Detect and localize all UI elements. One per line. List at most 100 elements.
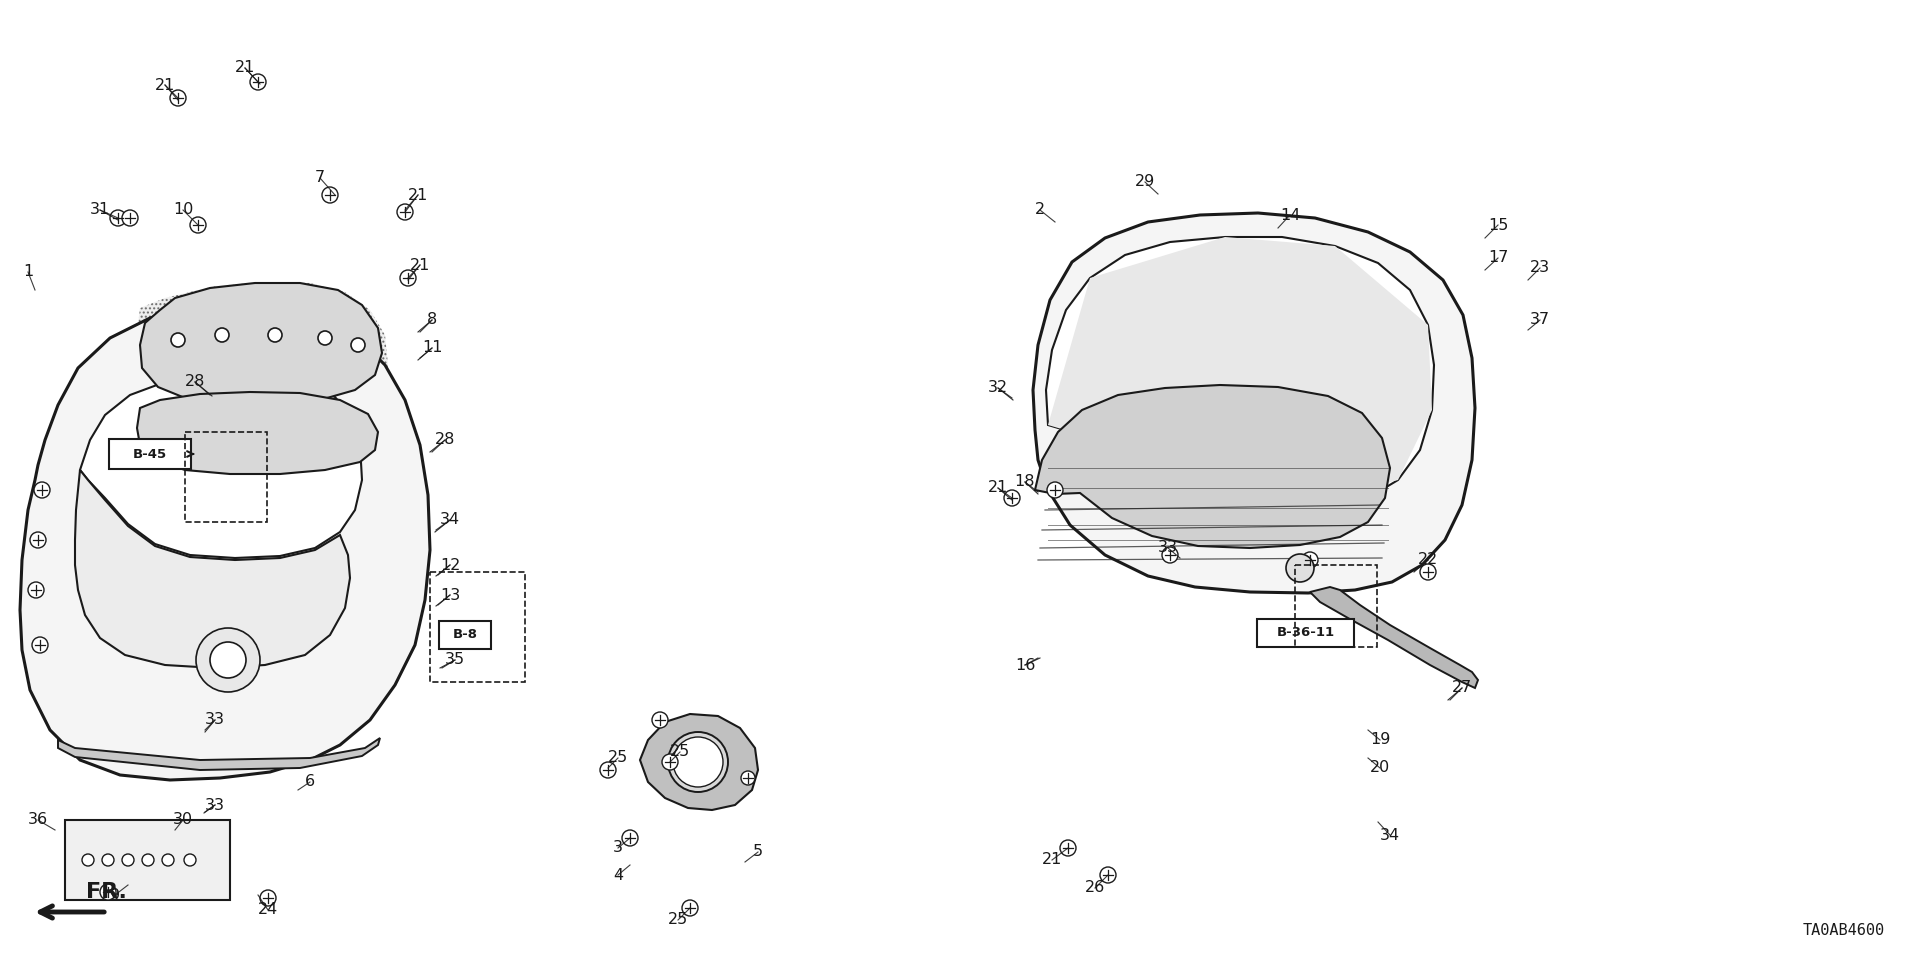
Circle shape [399, 270, 417, 286]
Circle shape [1004, 490, 1020, 506]
Text: 4: 4 [612, 868, 624, 882]
Text: 23: 23 [1530, 261, 1549, 275]
Polygon shape [639, 714, 758, 810]
Circle shape [674, 737, 724, 787]
Circle shape [161, 854, 175, 866]
Circle shape [269, 328, 282, 342]
Text: 21: 21 [409, 258, 430, 272]
Text: 33: 33 [205, 713, 225, 728]
Circle shape [29, 582, 44, 598]
Text: B-8: B-8 [453, 628, 478, 642]
Text: 34: 34 [1380, 828, 1400, 843]
Text: TA0AB4600: TA0AB4600 [1803, 923, 1885, 938]
Text: B-45: B-45 [132, 448, 167, 460]
Text: 14: 14 [1281, 207, 1300, 222]
Circle shape [123, 210, 138, 226]
Text: 10: 10 [173, 202, 194, 218]
Circle shape [196, 628, 259, 692]
Circle shape [190, 217, 205, 233]
Circle shape [1421, 564, 1436, 580]
Circle shape [653, 712, 668, 728]
Text: 11: 11 [422, 340, 442, 356]
Circle shape [215, 328, 228, 342]
Polygon shape [75, 470, 349, 668]
Text: 13: 13 [440, 588, 461, 602]
Text: 36: 36 [29, 812, 48, 828]
Text: 17: 17 [1488, 250, 1509, 266]
Text: 32: 32 [989, 381, 1008, 395]
Circle shape [33, 637, 48, 653]
Polygon shape [1033, 213, 1475, 593]
Text: 30: 30 [173, 812, 194, 828]
Circle shape [599, 762, 616, 778]
Text: 24: 24 [257, 902, 278, 918]
Circle shape [622, 830, 637, 846]
FancyBboxPatch shape [109, 439, 190, 469]
Text: 9: 9 [109, 887, 121, 902]
Circle shape [319, 331, 332, 345]
Text: 34: 34 [440, 512, 461, 527]
Text: 25: 25 [670, 744, 689, 760]
Circle shape [323, 187, 338, 203]
Circle shape [397, 204, 413, 220]
Text: 19: 19 [1369, 733, 1390, 747]
Circle shape [184, 854, 196, 866]
Circle shape [668, 732, 728, 792]
Text: B-36-11: B-36-11 [1277, 626, 1334, 640]
FancyBboxPatch shape [440, 621, 492, 649]
Circle shape [209, 642, 246, 678]
Polygon shape [1046, 237, 1434, 510]
Text: 21: 21 [234, 60, 255, 76]
Circle shape [1046, 482, 1064, 498]
Circle shape [682, 900, 699, 916]
Text: 16: 16 [1016, 658, 1035, 672]
Text: 31: 31 [90, 202, 109, 218]
Circle shape [35, 482, 50, 498]
Circle shape [100, 884, 115, 900]
Polygon shape [1309, 587, 1478, 688]
Text: 21: 21 [156, 78, 175, 92]
FancyBboxPatch shape [1258, 619, 1354, 647]
Text: 15: 15 [1488, 218, 1509, 232]
Polygon shape [1048, 237, 1432, 510]
Text: 21: 21 [987, 480, 1008, 496]
Circle shape [83, 854, 94, 866]
Text: FR.: FR. [86, 882, 127, 902]
Text: 21: 21 [1043, 853, 1062, 868]
Text: 7: 7 [315, 171, 324, 185]
Circle shape [250, 74, 267, 90]
Text: 8: 8 [426, 313, 438, 328]
Text: 21: 21 [407, 188, 428, 202]
Polygon shape [136, 282, 388, 516]
Text: 5: 5 [753, 845, 762, 859]
Text: 33: 33 [205, 798, 225, 812]
Text: 20: 20 [1369, 760, 1390, 776]
Text: 27: 27 [1452, 681, 1473, 695]
Circle shape [741, 771, 755, 785]
Polygon shape [81, 376, 363, 558]
Circle shape [142, 854, 154, 866]
Text: 1: 1 [23, 265, 33, 279]
Circle shape [171, 90, 186, 106]
Text: 33: 33 [1158, 541, 1179, 555]
Text: 18: 18 [1016, 475, 1035, 489]
Text: 12: 12 [440, 557, 461, 573]
FancyBboxPatch shape [65, 820, 230, 900]
Circle shape [662, 754, 678, 770]
Circle shape [109, 210, 127, 226]
Circle shape [1100, 867, 1116, 883]
Text: 28: 28 [434, 433, 455, 448]
Text: 22: 22 [1417, 552, 1438, 568]
Text: 2: 2 [1035, 202, 1044, 218]
Circle shape [1162, 547, 1179, 563]
Text: 26: 26 [1085, 880, 1106, 896]
Circle shape [259, 890, 276, 906]
Polygon shape [140, 283, 382, 404]
Circle shape [1302, 552, 1317, 568]
Polygon shape [58, 738, 380, 770]
Text: 35: 35 [445, 652, 465, 667]
Polygon shape [1035, 385, 1390, 548]
Circle shape [31, 532, 46, 548]
Text: 25: 25 [668, 913, 687, 927]
Circle shape [171, 333, 184, 347]
